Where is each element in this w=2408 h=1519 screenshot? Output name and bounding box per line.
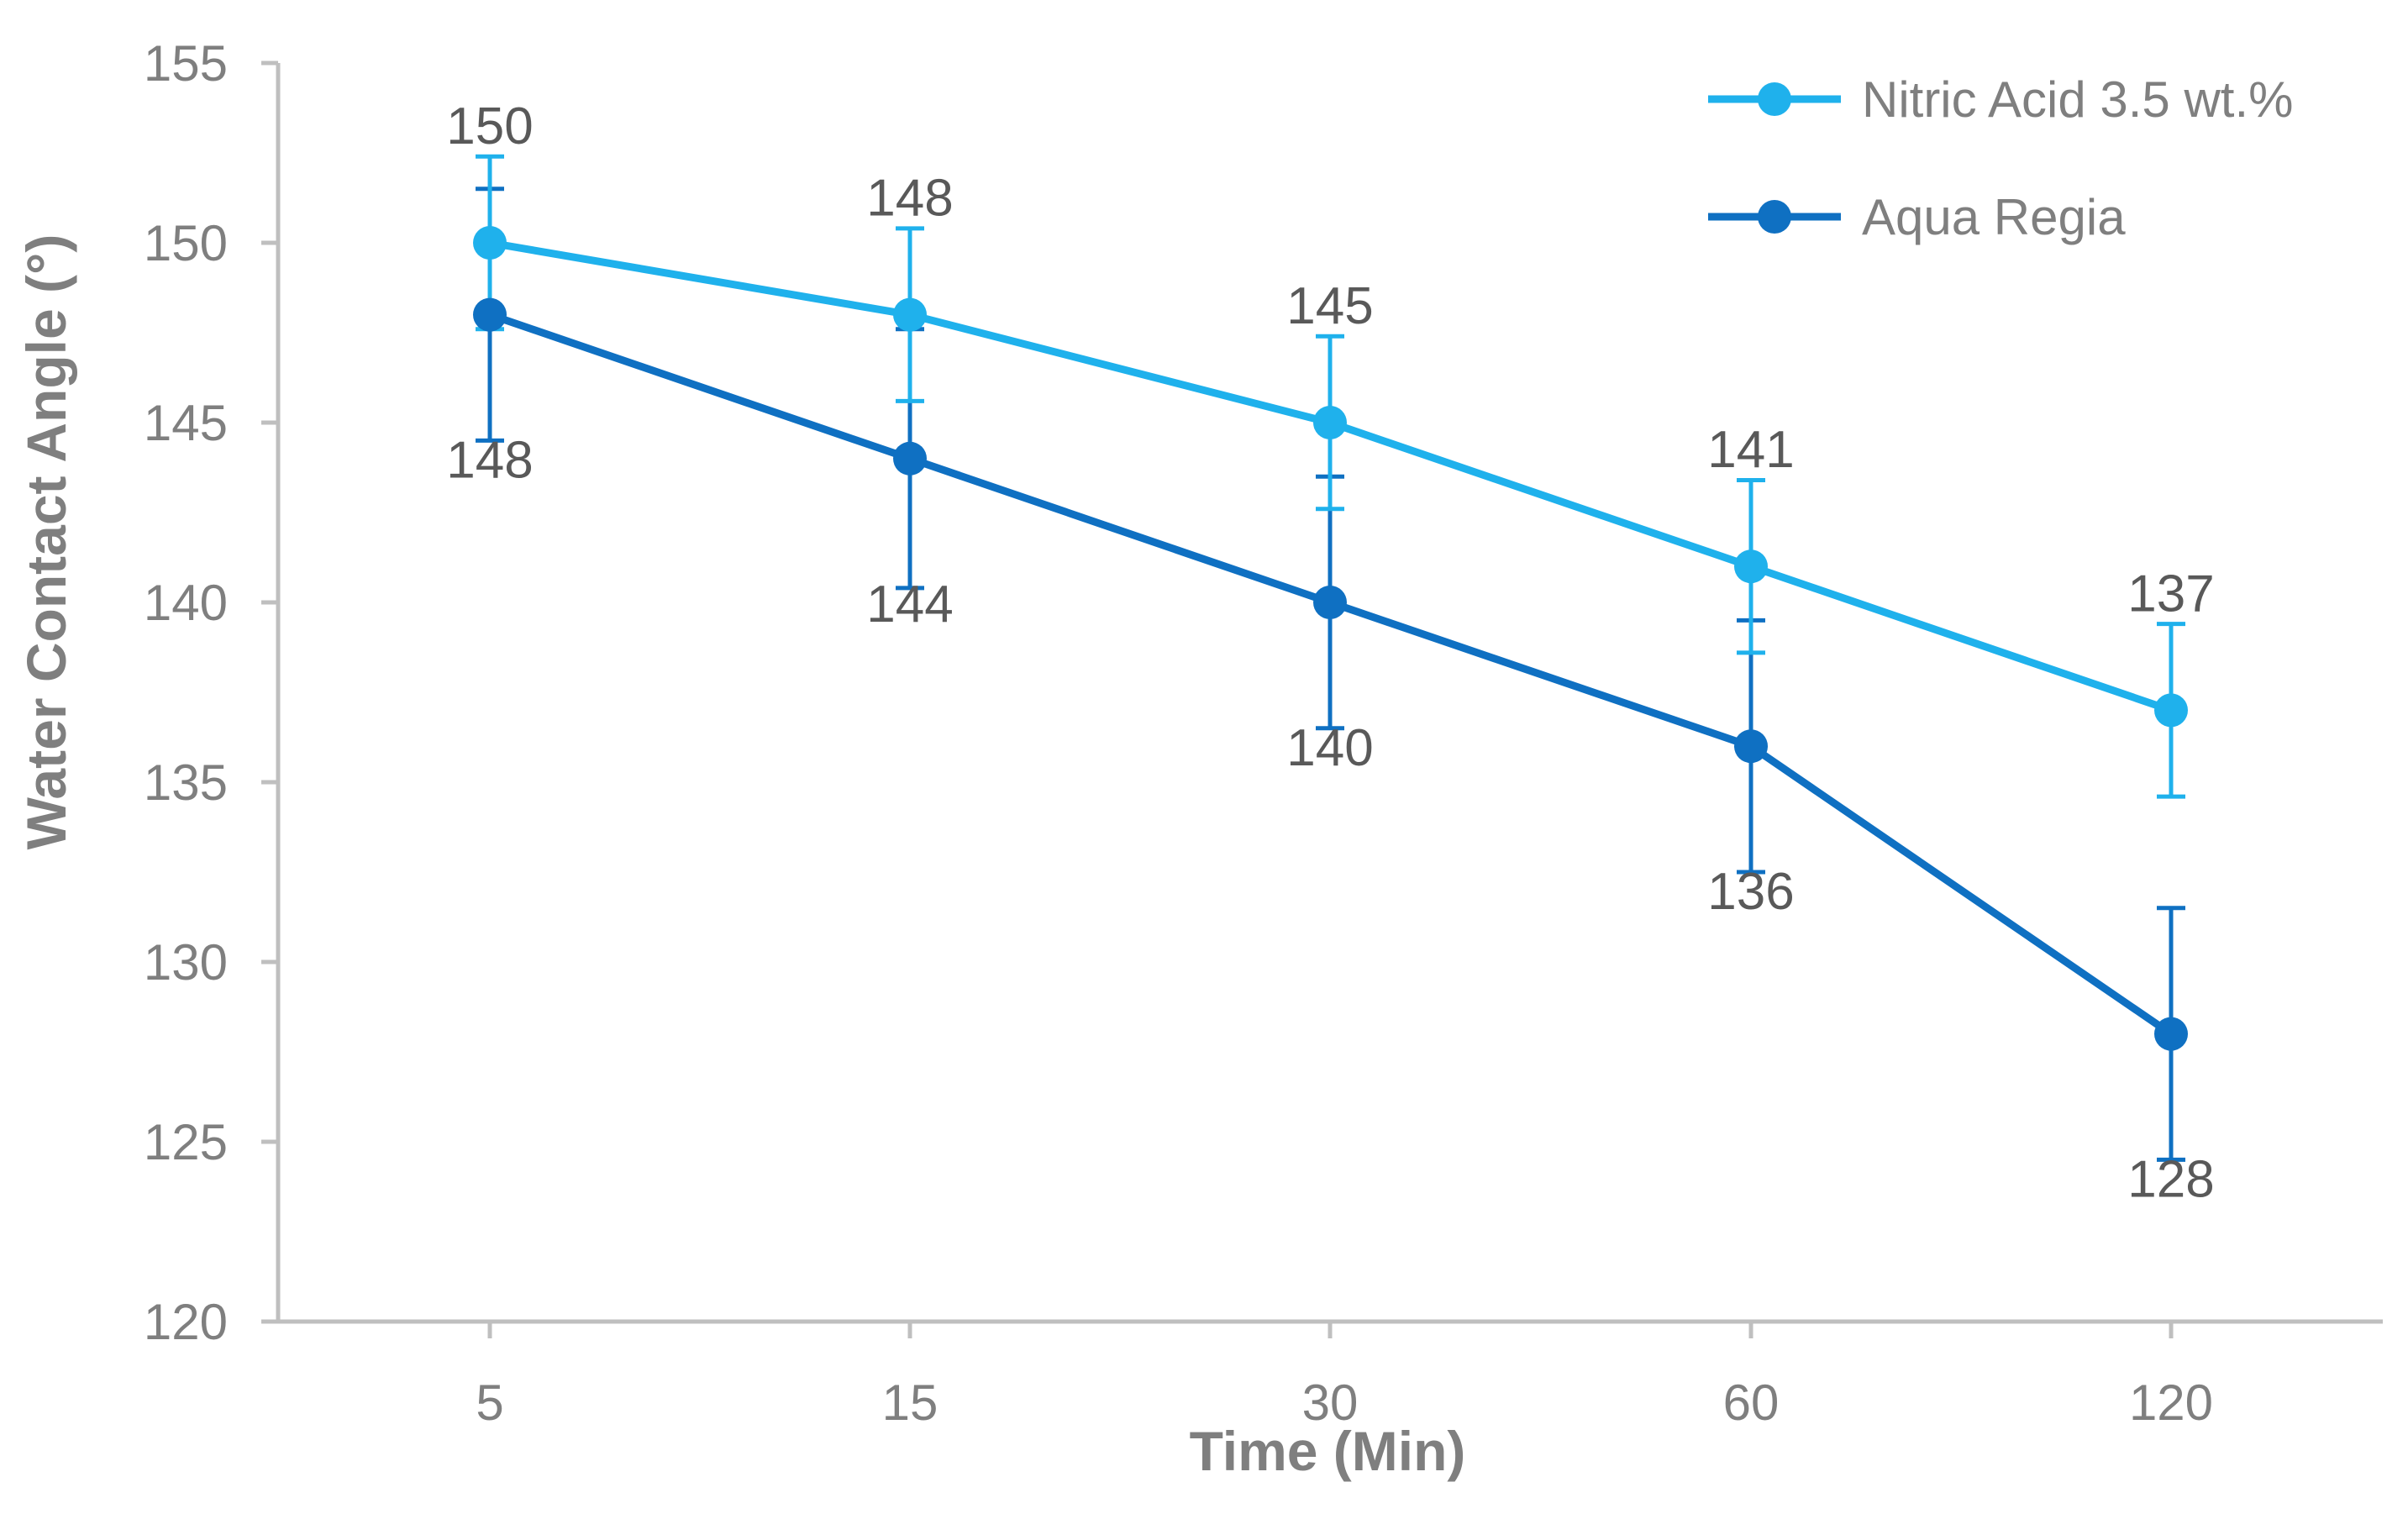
data-label-aqua-regia: 144 bbox=[866, 576, 953, 633]
data-label-nitric-acid: 148 bbox=[866, 170, 953, 228]
x-tick-label: 60 bbox=[1723, 1374, 1780, 1431]
data-labels: 148 144 140 136 128 150 148 145 141 137 bbox=[446, 97, 2214, 1209]
data-point-nitric-acid bbox=[1734, 549, 1768, 584]
data-point-aqua-regia bbox=[1734, 729, 1768, 764]
x-tick-label: 30 bbox=[1302, 1374, 1359, 1431]
data-label-nitric-acid: 145 bbox=[1286, 277, 1373, 335]
data-label-aqua-regia: 136 bbox=[1707, 863, 1794, 921]
series-layer bbox=[473, 154, 2188, 1162]
y-tick-label: 120 bbox=[144, 1294, 228, 1350]
data-label-nitric-acid: 150 bbox=[446, 97, 533, 155]
y-tick-label: 135 bbox=[144, 754, 228, 811]
y-tick-label: 150 bbox=[144, 215, 228, 271]
y-tick-label: 145 bbox=[144, 395, 228, 451]
x-axis-ticks: 5 15 30 60 120 bbox=[476, 1322, 2213, 1431]
legend-marker-aqua-regia bbox=[1758, 200, 1791, 234]
y-axis-title: Water Contact Angle (°) bbox=[15, 234, 77, 850]
data-point-nitric-acid bbox=[473, 226, 507, 260]
data-point-aqua-regia bbox=[893, 441, 927, 476]
legend-label-aqua-regia: Aqua Regia bbox=[1862, 189, 2126, 245]
data-point-nitric-acid bbox=[893, 297, 927, 332]
x-tick-label: 15 bbox=[882, 1374, 938, 1431]
x-tick-label: 5 bbox=[476, 1374, 503, 1431]
data-point-aqua-regia bbox=[473, 297, 507, 332]
y-tick-label: 130 bbox=[144, 934, 228, 991]
y-axis-ticks: 120 125 130 135 140 145 150 155 bbox=[144, 35, 278, 1350]
data-label-aqua-regia: 140 bbox=[1286, 719, 1373, 777]
data-label-nitric-acid: 141 bbox=[1707, 421, 1794, 479]
data-point-nitric-acid bbox=[2154, 693, 2188, 728]
y-tick-label: 140 bbox=[144, 575, 228, 631]
legend-label-nitric-acid: Nitric Acid 3.5 wt.% bbox=[1862, 71, 2294, 128]
legend-marker-nitric-acid bbox=[1758, 82, 1791, 116]
data-label-aqua-regia: 148 bbox=[446, 432, 533, 490]
data-point-aqua-regia bbox=[2154, 1017, 2188, 1051]
y-tick-label: 155 bbox=[144, 35, 228, 92]
x-tick-label: 120 bbox=[2129, 1374, 2213, 1431]
data-label-aqua-regia: 128 bbox=[2127, 1151, 2214, 1209]
y-tick-label: 125 bbox=[144, 1114, 228, 1170]
data-label-nitric-acid: 137 bbox=[2127, 565, 2214, 623]
data-point-nitric-acid bbox=[1313, 406, 1347, 439]
x-axis-title: Time (Min) bbox=[1190, 1420, 1466, 1482]
legend: Nitric Acid 3.5 wt.% Aqua Regia bbox=[1708, 71, 2294, 245]
data-point-aqua-regia bbox=[1313, 586, 1347, 619]
